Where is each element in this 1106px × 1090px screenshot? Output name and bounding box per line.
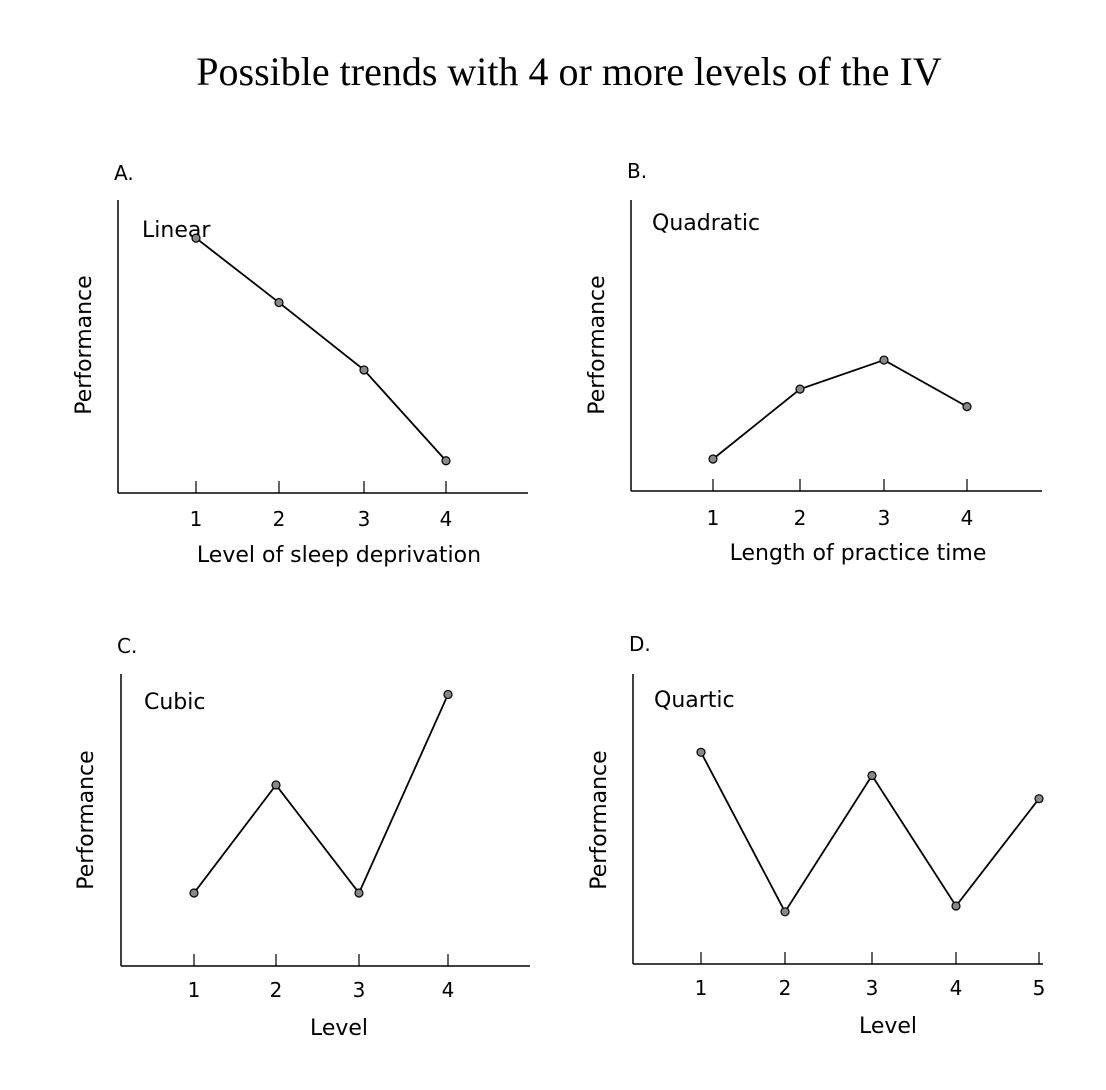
y-axis-label: Performance [587,750,612,889]
panel-label: B. [627,159,647,183]
x-tick-label: 3 [353,978,366,1002]
x-tick-label: 1 [695,976,708,1000]
x-tick-label: 4 [950,976,963,1000]
chart-panel-d: D. Quartic Performance Level 1 2 3 4 5 [587,632,1045,1039]
x-tick-label: 5 [1033,976,1046,1000]
x-axis-label: Level [310,1016,368,1041]
panel-label: A. [114,161,134,185]
x-tick-label: 3 [866,976,879,1000]
data-point [696,747,706,757]
data-point [354,888,364,898]
data-point [441,456,451,466]
data-point [1034,794,1044,804]
x-axis-label: Level of sleep deprivation [197,543,481,568]
x-tick-label: 1 [707,506,720,530]
chart-panel-c: C. Cubic Performance Level 1 2 3 4 [74,634,530,1041]
data-point [359,365,369,375]
x-tick-label: 4 [442,978,455,1002]
data-point [951,901,961,911]
x-tick-label: 3 [358,507,371,531]
data-point [271,780,281,790]
data-point [879,355,889,365]
data-point [189,888,199,898]
x-tick-label: 1 [188,978,201,1002]
page-title: Possible trends with 4 or more levels of… [196,49,942,94]
data-point [780,907,790,917]
x-tick-label: 4 [961,506,974,530]
y-axis-label: Performance [72,275,97,414]
x-tick-label: 2 [779,976,792,1000]
series-line [193,694,449,895]
data-point [443,689,453,700]
x-tick-label: 2 [273,507,286,531]
panel-label: D. [629,632,651,656]
data-point [867,770,877,781]
trend-label: Cubic [144,690,205,715]
y-axis-label: Performance [74,750,99,889]
x-axis-label: Length of practice time [730,541,987,566]
data-point [708,454,718,464]
x-tick-label: 4 [440,507,453,531]
data-point [274,297,284,308]
trend-label: Quartic [654,688,735,713]
data-point [191,233,201,243]
series-line [195,237,447,462]
data-point [795,384,805,394]
x-tick-label: 2 [794,506,807,530]
panel-label: C. [117,634,137,658]
x-tick-label: 3 [878,506,891,530]
x-axis-label: Level [859,1014,917,1039]
x-tick-label: 1 [190,507,203,531]
chart-panel-b: B. Quadratic Performance Length of practice… [585,159,1042,566]
series-line [712,359,968,460]
chart-panel-a: A. Linear Performance Level of sleep depriv… [72,161,528,568]
data-point [962,402,972,412]
y-axis-label: Performance [585,275,610,414]
trend-label: Linear [142,218,211,243]
x-tick-label: 2 [270,978,283,1002]
trend-label: Quadratic [652,211,760,236]
